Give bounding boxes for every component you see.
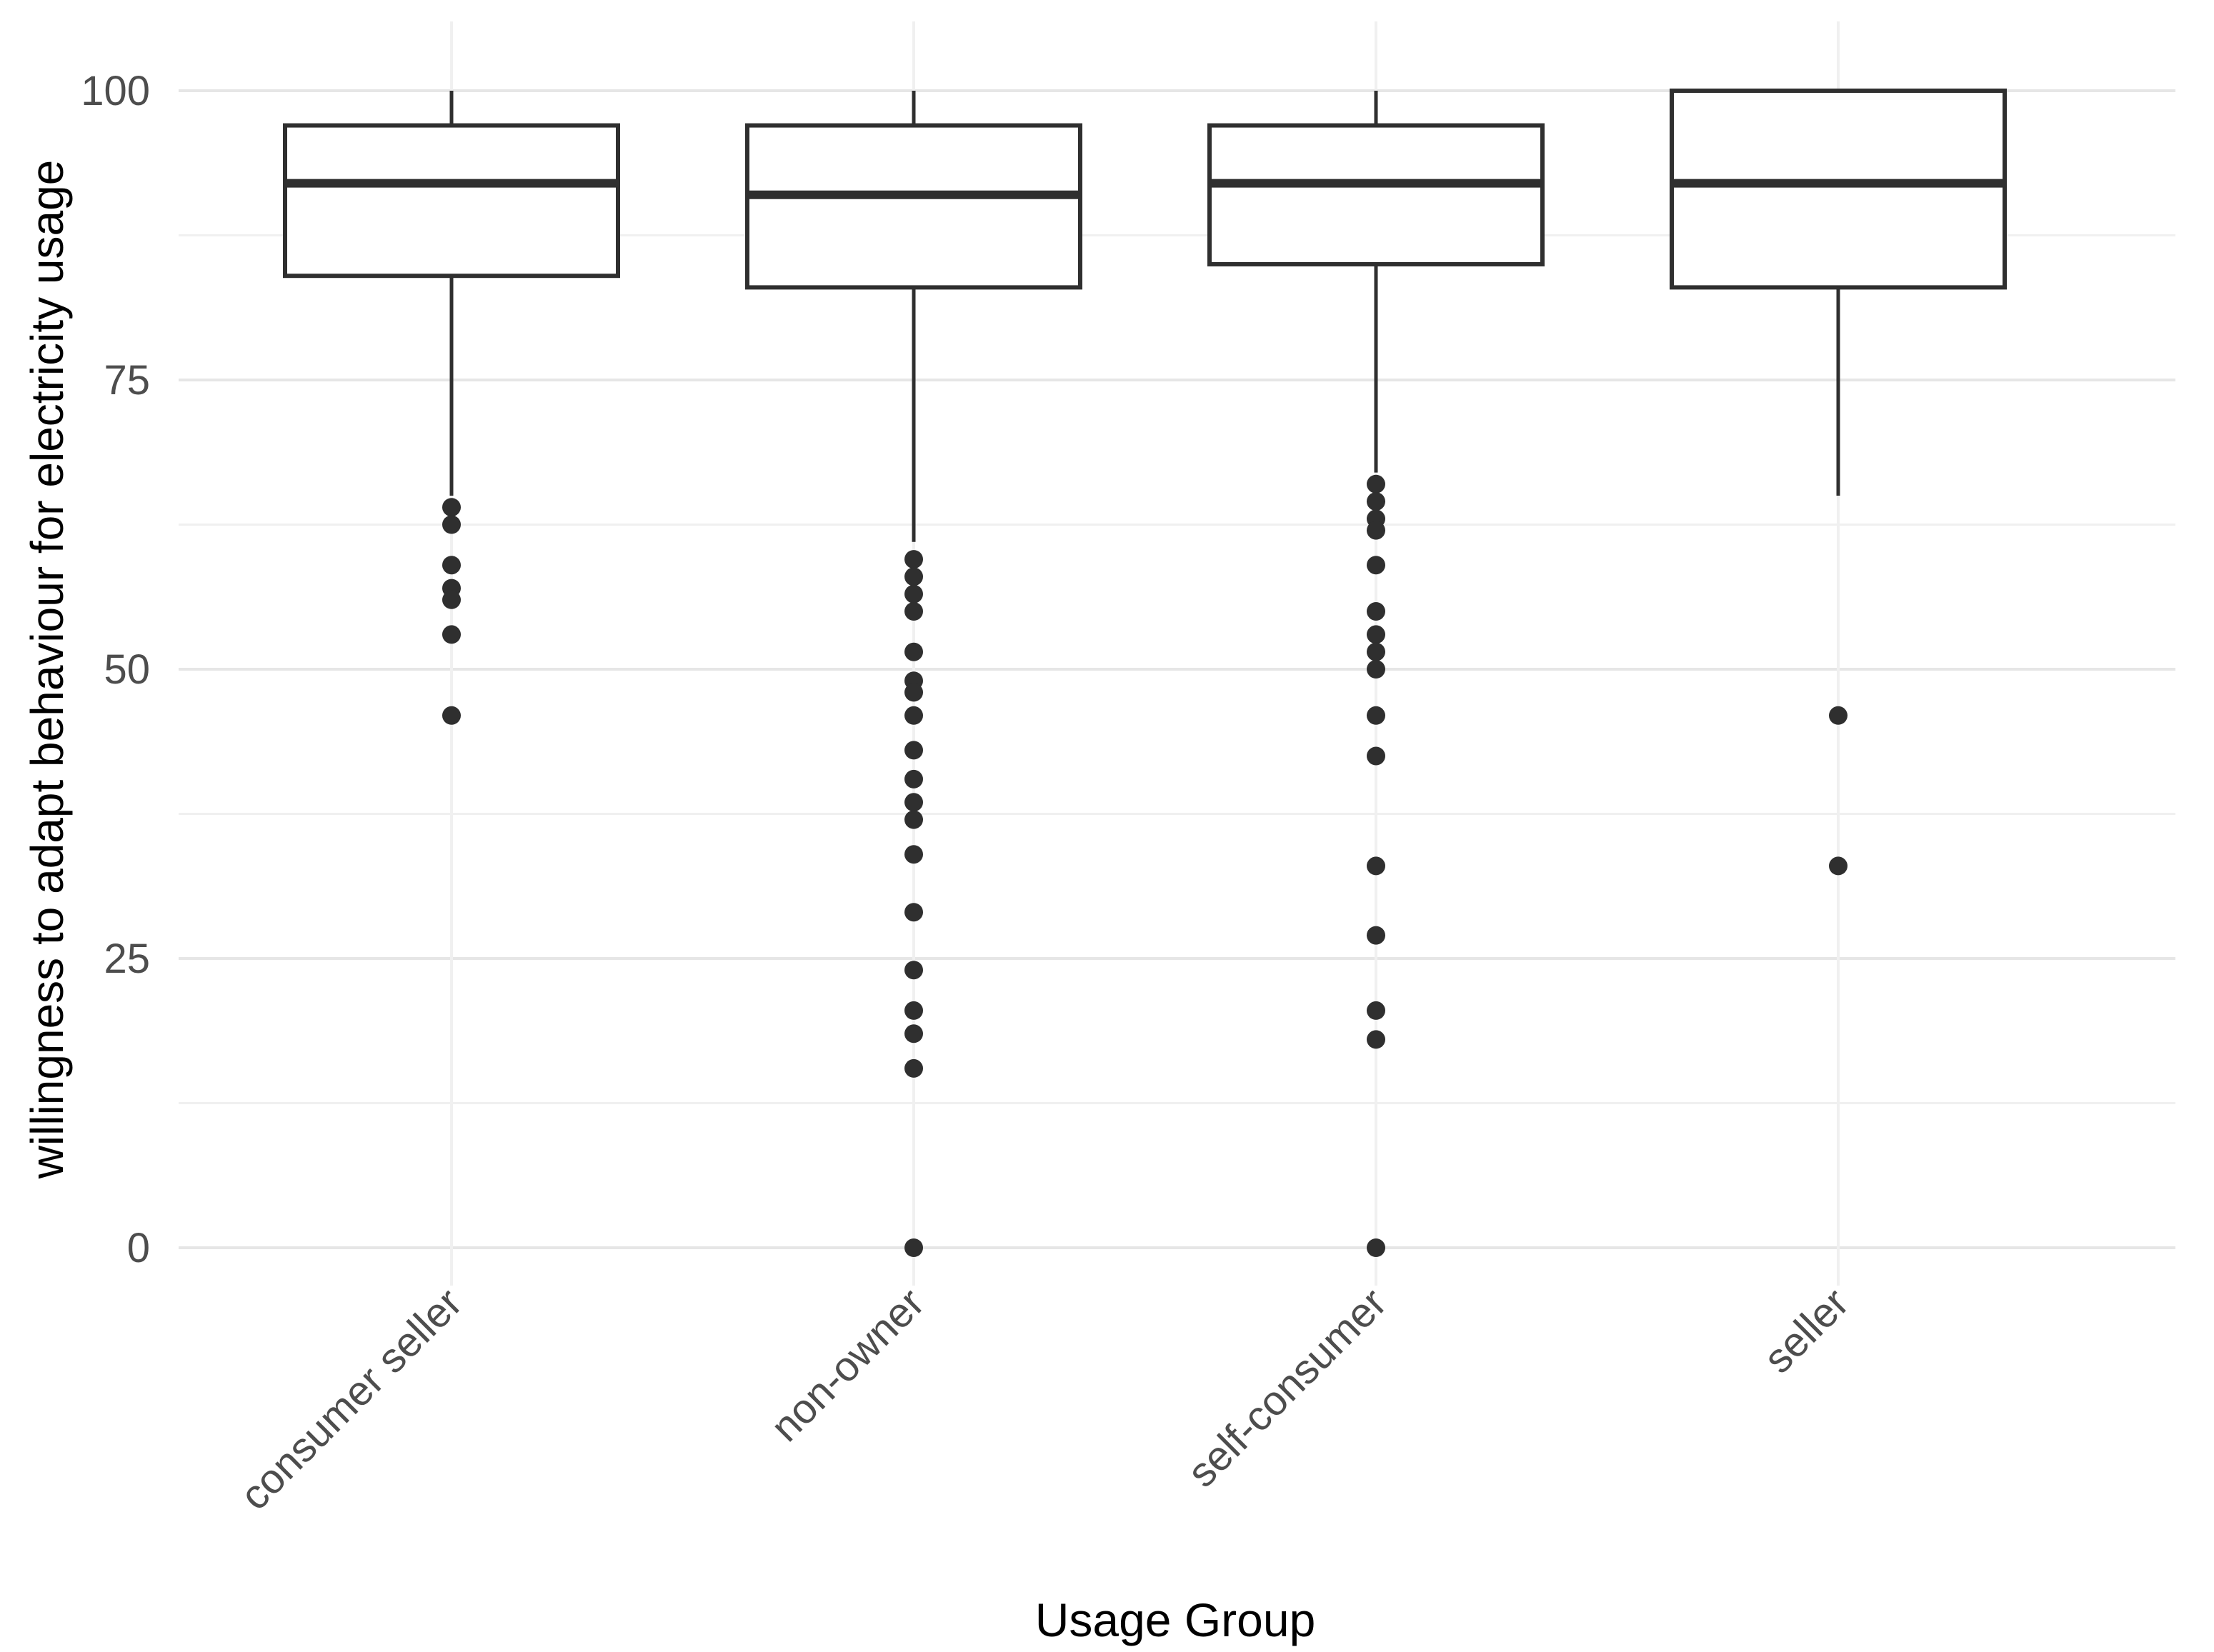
outlier-point <box>904 1058 923 1078</box>
outlier-point <box>904 961 923 980</box>
outlier-point <box>904 602 923 621</box>
outlier-point <box>904 584 923 604</box>
outlier-point <box>1367 492 1385 511</box>
outlier-point <box>1367 556 1385 575</box>
outlier-point <box>1367 926 1385 945</box>
outlier-point <box>904 903 923 922</box>
outlier-point <box>442 625 461 644</box>
outlier-point <box>1367 1001 1385 1020</box>
outlier-point <box>904 567 923 586</box>
outlier-point <box>904 706 923 725</box>
outlier-point <box>1367 602 1385 621</box>
outlier-point <box>904 1238 923 1257</box>
outlier-point <box>442 515 461 534</box>
x-tick-label: seller <box>1755 1279 1858 1382</box>
y-axis-title: willingness to adapt behaviour for elect… <box>21 159 73 1179</box>
x-axis-title: Usage Group <box>1034 1593 1316 1646</box>
box-iqr <box>1207 123 1545 266</box>
outlier-point <box>904 741 923 760</box>
outlier-point <box>442 706 461 725</box>
outlier-point <box>1367 1238 1385 1257</box>
outlier-point <box>442 556 461 575</box>
outlier-point <box>1367 521 1385 540</box>
box-iqr <box>283 123 620 279</box>
y-tick-label: 75 <box>104 357 150 404</box>
outlier-point <box>904 683 923 702</box>
y-tick-label: 50 <box>104 646 150 693</box>
outlier-point <box>904 1024 923 1043</box>
outlier-point <box>1367 474 1385 494</box>
outlier-point <box>904 810 923 829</box>
outlier-point <box>1367 856 1385 876</box>
outlier-point <box>1829 706 1848 725</box>
outlier-point <box>904 642 923 661</box>
outlier-point <box>442 590 461 609</box>
outlier-point <box>904 845 923 864</box>
y-tick-label: 100 <box>81 68 150 114</box>
outlier-point <box>904 793 923 812</box>
outlier-point <box>1367 706 1385 725</box>
outlier-point <box>1367 660 1385 679</box>
outlier-point <box>1367 642 1385 661</box>
box-iqr <box>1670 89 2007 290</box>
outlier-point <box>1367 625 1385 644</box>
y-tick-label: 0 <box>127 1225 150 1271</box>
outlier-point <box>1367 746 1385 766</box>
outlier-point <box>904 769 923 789</box>
x-tick-label: non-owner <box>762 1279 933 1451</box>
outlier-point <box>904 550 923 569</box>
x-tick-label: consumer seller <box>231 1279 471 1518</box>
x-tick-label: self-consumer <box>1179 1279 1396 1496</box>
outlier-point <box>442 498 461 517</box>
box-iqr <box>745 123 1082 290</box>
outlier-point <box>904 1001 923 1020</box>
outlier-point <box>1367 1030 1385 1049</box>
y-tick-label: 25 <box>104 936 150 982</box>
outlier-point <box>1829 856 1848 876</box>
